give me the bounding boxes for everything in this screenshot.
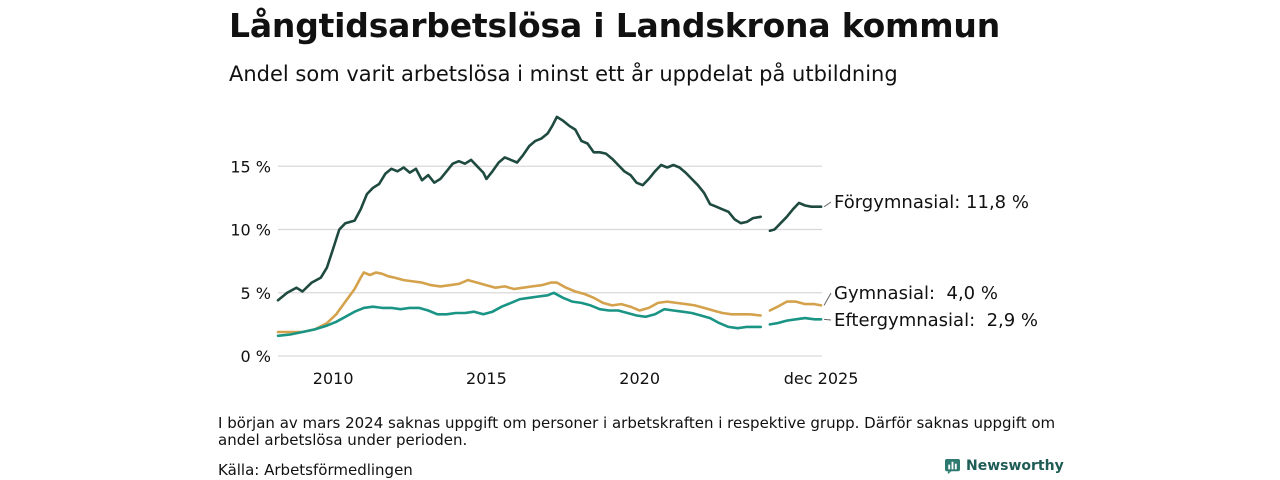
x-tick-label: 2010 (313, 369, 354, 388)
newsworthy-logo: Newsworthy (945, 458, 1064, 474)
label-eftergymnasial: Eftergymnasial: 2,9 % (834, 310, 1038, 331)
line-eftergymnasial (276, 291, 823, 338)
source-text: Källa: Arbetsförmedlingen (218, 461, 413, 479)
series-end-labels: Förgymnasial: 11,8 % Gymnasial: 4,0 % Efte… (823, 192, 1038, 331)
x-tick-label: dec 2025 (784, 369, 859, 388)
y-axis-tick-labels: 0 % 5 % 10 % 15 % (230, 157, 271, 366)
footnote: I början av mars 2024 saknas uppgift om … (218, 414, 1056, 449)
x-tick-label: 2015 (466, 369, 507, 388)
label-connector (823, 201, 832, 208)
y-tick-label: 15 % (230, 157, 271, 176)
chart-title: Långtidsarbetslösa i Landskrona kommun (229, 6, 1000, 45)
y-tick-label: 0 % (241, 347, 271, 366)
grid-lines (278, 165, 822, 357)
line-gymnasial (276, 271, 823, 334)
label-gymnasial: Gymnasial: 4,0 % (834, 283, 998, 304)
y-tick-label: 5 % (241, 284, 271, 303)
label-forgymnasial: Förgymnasial: 11,8 % (834, 192, 1029, 213)
label-connector (824, 318, 832, 321)
x-tick-label: 2020 (619, 369, 660, 388)
newsworthy-icon (945, 458, 960, 474)
label-connector (823, 292, 832, 306)
y-tick-label: 10 % (230, 221, 271, 240)
x-axis-tick-labels: 2010 2015 2020 dec 2025 (313, 369, 859, 388)
line-forgymnasial (276, 115, 823, 302)
chart-subtitle: Andel som varit arbetslösa i minst ett å… (229, 62, 898, 86)
series-lines (276, 115, 823, 338)
brand-name: Newsworthy (966, 458, 1064, 474)
